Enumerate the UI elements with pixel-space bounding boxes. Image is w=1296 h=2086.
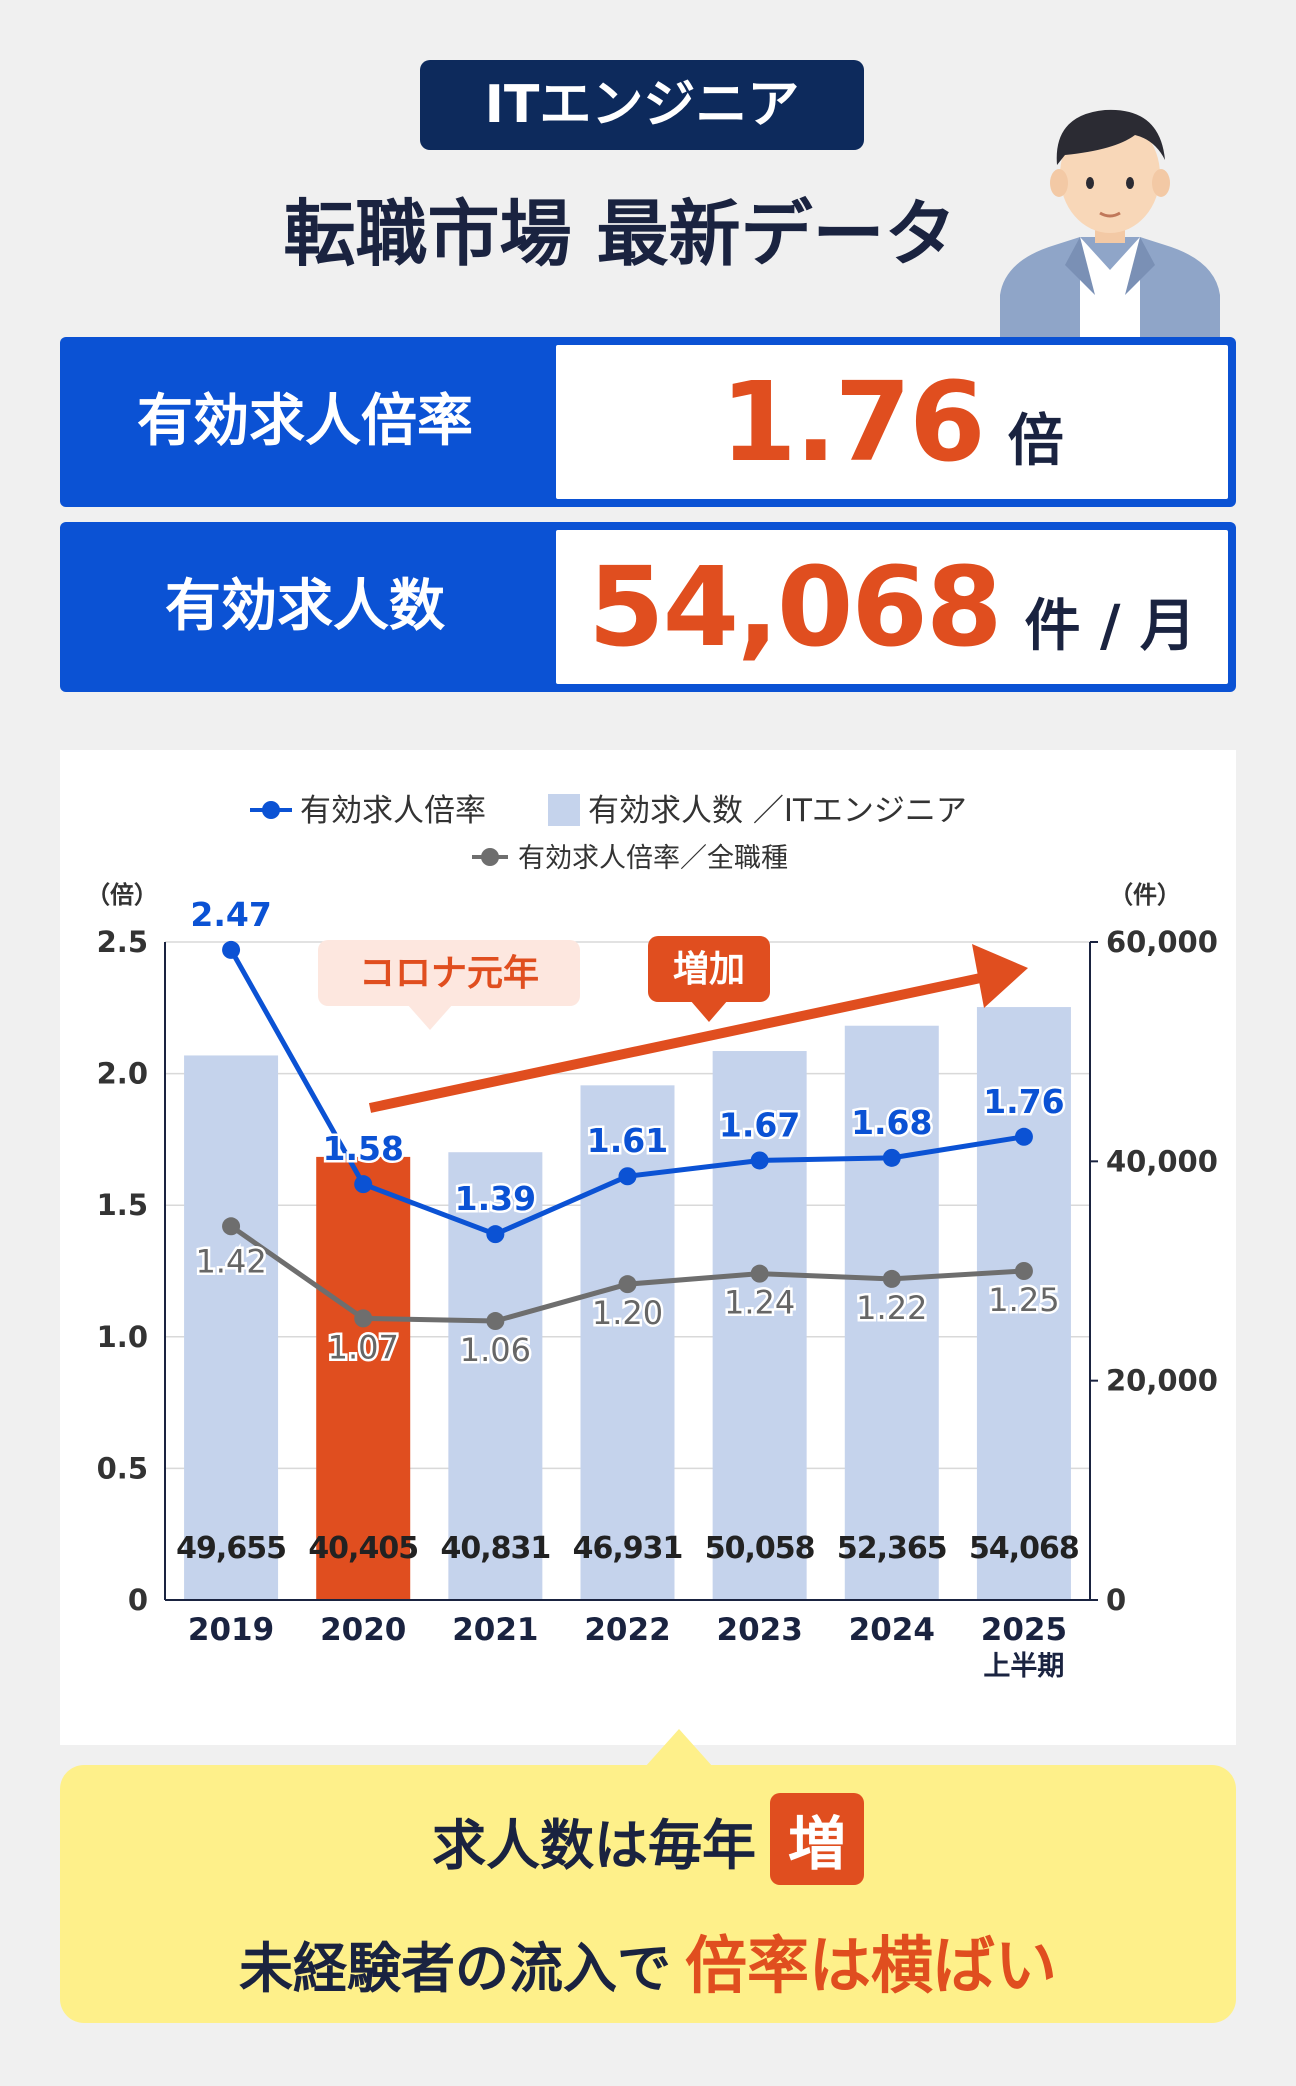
- label-all-ratio: 1.20: [592, 1294, 663, 1332]
- bar-value-label: 49,655: [176, 1531, 286, 1566]
- point-it-ratio: [222, 940, 241, 959]
- label-it-ratio: 2.47: [190, 895, 271, 934]
- label-it-ratio: 1.58: [323, 1129, 404, 1168]
- summary-line-1-text: 求人数は毎年: [431, 1814, 756, 1877]
- covid-annotation-bubble: [318, 940, 580, 1006]
- label-all-ratio: 1.42: [195, 1242, 266, 1280]
- bar-value-label: 52,365: [837, 1531, 947, 1566]
- label-it-ratio: 1.67: [719, 1105, 800, 1144]
- point-it-ratio: [1014, 1127, 1033, 1146]
- label-it-ratio: 1.61: [587, 1121, 668, 1160]
- bar-job-count: [316, 1156, 411, 1600]
- category-badge: ITエンジニア: [420, 60, 864, 150]
- x-tick-label: 2024: [849, 1612, 935, 1648]
- bar-value-label: 54,068: [969, 1531, 1079, 1566]
- right-tick-label: 20,000: [1106, 1364, 1218, 1398]
- bar-value-label: 40,831: [440, 1531, 550, 1566]
- bar-value-label: 40,405: [308, 1531, 418, 1566]
- left-tick-label: 0: [128, 1583, 148, 1617]
- stat-job-count-unit: 件 / 月: [1024, 593, 1196, 659]
- point-it-ratio: [354, 1175, 373, 1194]
- increase-arrow-head: [972, 944, 1028, 1008]
- bar-job-count: [580, 1085, 675, 1600]
- person-illustration: [1000, 109, 1220, 340]
- increase-label-box: [648, 936, 770, 1002]
- right-tick-label: 60,000: [1106, 925, 1218, 959]
- bar-job-count: [184, 1055, 279, 1600]
- summary-line-2: 未経験者の流入で 倍率は横ばい: [60, 1915, 1236, 2005]
- legend-swatch-job-count: [548, 794, 580, 826]
- label-it-ratio: 1.68: [851, 1103, 932, 1142]
- stat-job-ratio-unit: 倍: [1007, 408, 1064, 474]
- point-all-ratio: [618, 1275, 637, 1294]
- x-tick-label: 2022: [584, 1612, 670, 1648]
- covid-annotation-text: コロナ元年: [359, 953, 539, 994]
- point-it-ratio: [882, 1148, 901, 1167]
- legend-marker-it-ratio: [262, 801, 280, 819]
- x-tick-sublabel: 上半期: [983, 1651, 1064, 1682]
- summary-line-2-text: 未経験者の流入で: [238, 1937, 671, 2000]
- stat-job-ratio-value-box: 1.76 倍: [556, 345, 1228, 499]
- x-tick-label: 2023: [717, 1612, 803, 1648]
- legend-marker-all-ratio: [481, 848, 499, 866]
- summary-callout: 求人数は毎年増 未経験者の流入で 倍率は横ばい: [60, 1729, 1236, 2023]
- x-tick-label: 2019: [188, 1612, 274, 1648]
- right-tick-label: 40,000: [1106, 1144, 1218, 1178]
- point-all-ratio: [750, 1264, 769, 1283]
- legend-label-job-count: 有効求人数 ／ITエンジニア: [588, 793, 967, 829]
- left-axis-unit: （倍）: [86, 881, 158, 909]
- summary-line-1-highlight: 増: [769, 1793, 864, 1885]
- bar-value-label: 46,931: [573, 1531, 683, 1566]
- right-tick-label: 0: [1106, 1583, 1126, 1617]
- left-tick-label: 2.0: [97, 1057, 148, 1091]
- stat-job-count-value: 54,068: [588, 543, 1002, 671]
- covid-annotation-tail: [407, 1004, 453, 1030]
- point-it-ratio: [750, 1151, 769, 1170]
- x-tick-label: 2025: [981, 1612, 1067, 1648]
- label-all-ratio: 1.22: [856, 1289, 927, 1327]
- legend-label-it-ratio: 有効求人倍率: [300, 793, 486, 829]
- stat-job-count: 有効求人数 54,068 件 / 月: [60, 522, 1236, 692]
- stat-job-ratio: 有効求人倍率 1.76 倍: [60, 337, 1236, 507]
- right-axis-unit: （件）: [1109, 881, 1181, 909]
- x-tick-label: 2020: [320, 1612, 406, 1648]
- x-tick-label: 2021: [452, 1612, 538, 1648]
- legend-label-all-ratio: 有効求人倍率／全職種: [518, 843, 788, 874]
- stat-job-count-label: 有効求人数: [165, 574, 445, 639]
- point-all-ratio: [354, 1309, 373, 1328]
- increase-arrow-shaft: [368, 971, 992, 1113]
- left-tick-label: 1.5: [97, 1188, 148, 1222]
- bar-job-count: [976, 1007, 1071, 1600]
- point-it-ratio: [618, 1167, 637, 1186]
- point-it-ratio: [486, 1225, 505, 1244]
- label-all-ratio: 1.25: [988, 1281, 1059, 1319]
- point-all-ratio: [222, 1217, 241, 1236]
- stat-job-ratio-label: 有効求人倍率: [137, 389, 473, 454]
- chart-panel: 有効求人倍率 有効求人数 ／ITエンジニア有効求人倍率／全職種 （倍） （件） 0 0.5…: [60, 750, 1236, 1745]
- label-it-ratio: 1.76: [983, 1082, 1064, 1121]
- bar-job-count: [712, 1051, 807, 1600]
- point-all-ratio: [486, 1312, 505, 1331]
- stat-job-count-value-box: 54,068 件 / 月: [556, 530, 1228, 684]
- point-all-ratio: [1014, 1262, 1033, 1280]
- label-all-ratio: 1.07: [328, 1328, 399, 1366]
- summary-line-1: 求人数は毎年増: [60, 1793, 1236, 1885]
- page-title: 転職市場 最新データ: [283, 192, 957, 276]
- left-tick-label: 1.0: [97, 1320, 148, 1354]
- label-it-ratio: 1.39: [455, 1179, 536, 1218]
- bar-job-count: [844, 1025, 939, 1600]
- increase-label-tail: [690, 1000, 728, 1022]
- left-tick-label: 0.5: [97, 1451, 148, 1485]
- point-all-ratio: [882, 1269, 901, 1288]
- label-all-ratio: 1.06: [460, 1331, 531, 1369]
- left-tick-label: 2.5: [97, 925, 148, 959]
- bar-value-label: 50,058: [705, 1531, 815, 1566]
- label-all-ratio: 1.24: [724, 1284, 795, 1322]
- callout-tail: [645, 1729, 713, 1767]
- summary-line-2-highlight: 倍率は横ばい: [684, 1929, 1057, 2002]
- stat-job-ratio-value: 1.76: [720, 358, 985, 486]
- increase-label-text: 増加: [673, 949, 745, 990]
